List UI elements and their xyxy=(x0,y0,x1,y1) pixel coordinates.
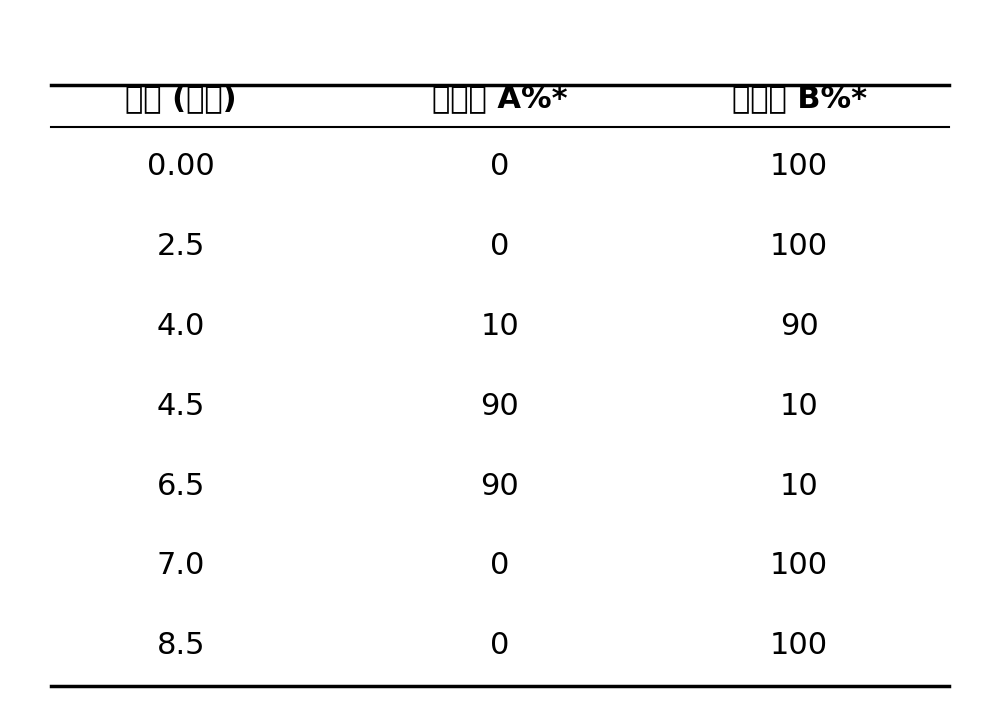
Text: 8.5: 8.5 xyxy=(157,631,205,660)
Text: 0: 0 xyxy=(490,232,510,261)
Text: 10: 10 xyxy=(780,472,819,501)
Text: 7.0: 7.0 xyxy=(157,552,205,580)
Text: 100: 100 xyxy=(770,152,828,182)
Text: 100: 100 xyxy=(770,631,828,660)
Text: 0: 0 xyxy=(490,552,510,580)
Text: 0: 0 xyxy=(490,631,510,660)
Text: 100: 100 xyxy=(770,232,828,261)
Text: 0.00: 0.00 xyxy=(147,152,215,182)
Text: 4.5: 4.5 xyxy=(157,392,205,421)
Text: 流动相 B%*: 流动相 B%* xyxy=(732,85,867,114)
Text: 90: 90 xyxy=(780,312,819,341)
Text: 90: 90 xyxy=(481,392,519,421)
Text: 0: 0 xyxy=(490,152,510,182)
Text: 10: 10 xyxy=(780,392,819,421)
Text: 4.0: 4.0 xyxy=(157,312,205,341)
Text: 10: 10 xyxy=(481,312,519,341)
Text: 100: 100 xyxy=(770,552,828,580)
Text: 90: 90 xyxy=(481,472,519,501)
Text: 流动相 A%*: 流动相 A%* xyxy=(432,85,568,114)
Text: 时间 (分钟): 时间 (分钟) xyxy=(125,85,237,114)
Text: 6.5: 6.5 xyxy=(157,472,205,501)
Text: 2.5: 2.5 xyxy=(157,232,205,261)
